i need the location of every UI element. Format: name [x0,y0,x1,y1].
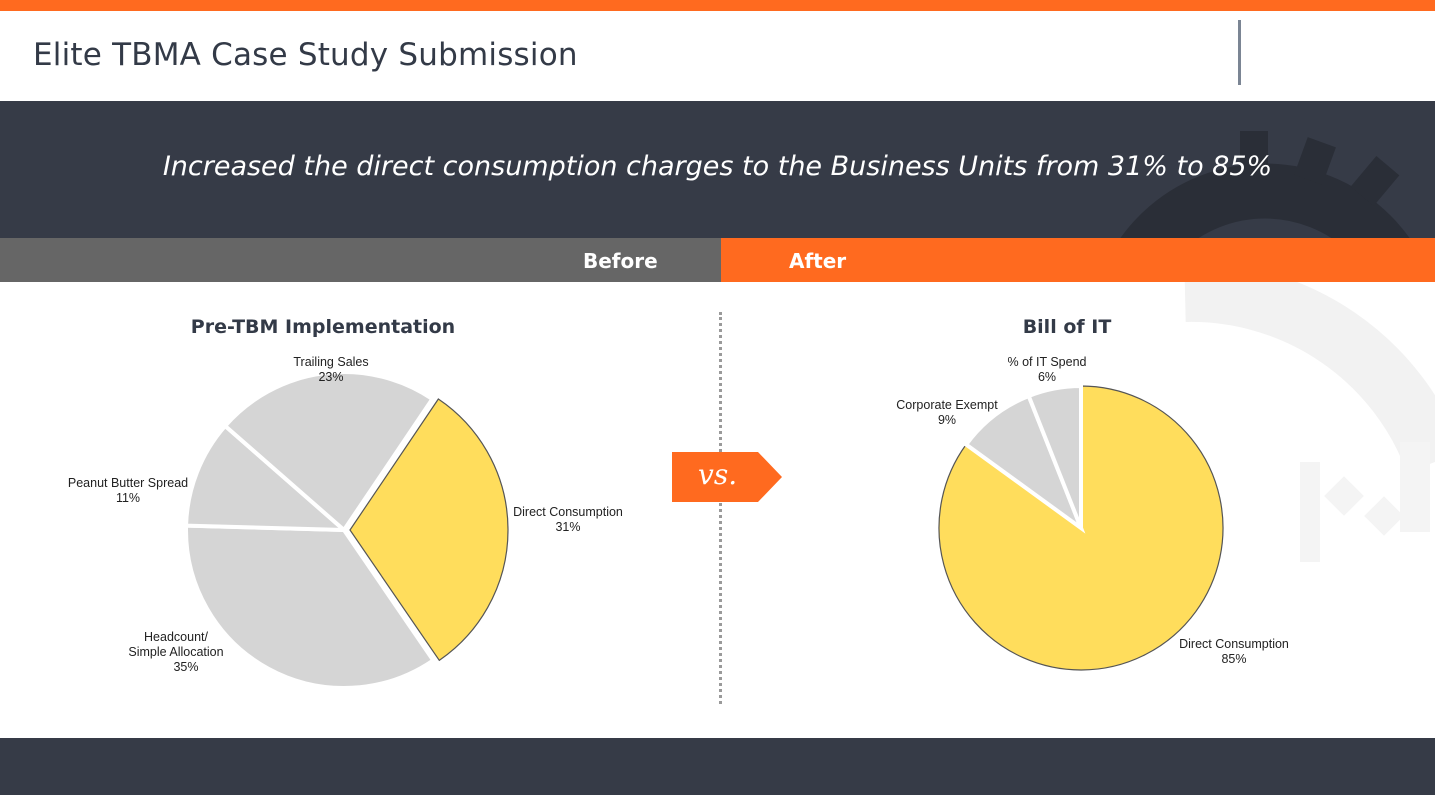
decorative-gear-graphic [1120,131,1410,238]
pie-slice [222,370,436,533]
chart-title: Bill of IT [1023,316,1112,338]
pie-chart-after: Bill of IT Direct Consumption 85% Corporate… [896,316,1289,671]
header: Elite TBMA Case Study Submission [0,11,1435,101]
headline-text: Increased the direct consumption charges… [162,151,1273,182]
headline-banner: Increased the direct consumption charges… [0,101,1435,238]
chart-title: Pre-TBM Implementation [191,316,455,338]
tab-before-label: Before [583,249,658,273]
pie-slice [184,423,350,533]
pie-slice [1026,383,1083,529]
tab-after-label: After [789,249,847,273]
slice-label: Trailing Sales 23% [293,355,368,384]
vs-label: vs. [698,458,738,491]
content-background-graphic [1184,282,1435,562]
pie-slice [349,398,509,662]
footer-bar [0,738,1435,795]
page-title: Elite TBMA Case Study Submission [33,37,578,73]
comparison-area: Pre-TBM Implementation Direct Consumption… [0,282,1435,738]
pie-slice [184,523,437,690]
slice-label: Direct Consumption 31% [513,505,623,534]
slice-label: % of IT Spend 6% [1008,355,1087,384]
top-accent-bar [0,0,1435,11]
dotted-divider [719,312,722,704]
slice-label: Corporate Exempt 9% [896,398,998,427]
tab-before: Before [0,238,721,282]
slice-label: Direct Consumption 85% [1179,637,1289,666]
pie-chart-before: Pre-TBM Implementation Direct Consumption… [68,316,623,690]
pie-slice [938,385,1224,671]
tab-after: After [721,238,1435,282]
slice-label: Peanut Butter Spread 11% [68,476,188,505]
slice-label: Headcount/Simple Allocation 35% [128,630,223,674]
header-divider [1238,20,1241,85]
vs-arrow-tag [672,452,782,502]
